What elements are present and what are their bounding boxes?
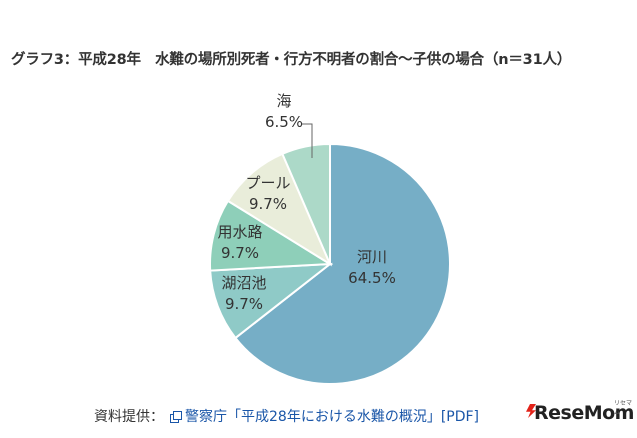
logo-kana: リセマム: [614, 400, 633, 416]
slice-value-3: 9.7%: [249, 195, 287, 213]
leader-line-umi: [302, 123, 313, 158]
slice-value-1: 9.7%: [225, 295, 263, 313]
pie-slice-3: [226, 152, 333, 267]
pie-slice-0: [234, 142, 451, 385]
resemom-logo: ReseMom リセマム: [526, 398, 634, 430]
lightning-bolt-icon: [526, 404, 536, 418]
pie-slice-1: [209, 262, 334, 340]
slice-label-0: 河川: [357, 248, 387, 266]
pie-chart: 河川 64.5% 湖沼池 9.7% 用水路 9.7% プール 9.7% 海 6.5%: [209, 92, 451, 385]
source-link[interactable]: 警察庁「平成28年における水難の概況」[PDF]: [185, 409, 480, 425]
chart-title: グラフ3：平成28年 水難の場所別死者・行方不明者の割合〜子供の場合（n＝31人…: [11, 52, 572, 68]
external-link-icon: [170, 410, 182, 423]
slice-label-4: 海: [276, 92, 291, 110]
slice-value-2: 9.7%: [221, 244, 259, 262]
slice-label-3: プール: [245, 174, 290, 192]
slice-label-2: 用水路: [217, 223, 262, 241]
source-prefix: 資料提供：: [94, 409, 164, 425]
slice-value-0: 64.5%: [348, 269, 396, 287]
source-credit: 資料提供： 警察庁「平成28年における水難の概況」[PDF]: [94, 406, 479, 426]
pie-slice-2: [209, 199, 334, 272]
slice-value-4: 6.5%: [265, 113, 303, 131]
pie-slice-4: [281, 142, 331, 265]
slice-label-1: 湖沼池: [221, 274, 266, 292]
logo-wordmark: ReseMom: [534, 402, 634, 424]
